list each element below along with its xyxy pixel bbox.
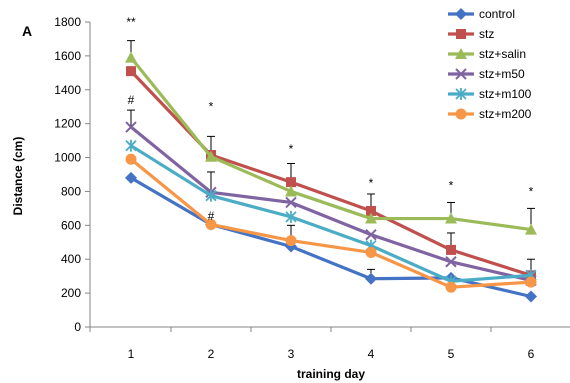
- legend-entry: stz+m100: [448, 87, 532, 101]
- significance-mark: *: [529, 184, 534, 198]
- axes: 0 200 400 600 800 1000 1200 1400 1600 1800 1 2 3 4 5 6: [54, 15, 570, 361]
- legend-label: control: [479, 7, 515, 21]
- legend-label: stz: [479, 27, 494, 41]
- data-point: [525, 290, 537, 303]
- data-point: [365, 272, 377, 285]
- y-tick-label: 600: [61, 218, 81, 232]
- data-point: [445, 256, 457, 268]
- legend-marker: [456, 29, 466, 39]
- series-stz-m100: [125, 139, 537, 288]
- legend-label: stz+m200: [479, 107, 532, 121]
- legend-label: stz+salin: [479, 47, 526, 61]
- data-point: [285, 210, 297, 223]
- x-tick-label: 3: [288, 347, 295, 361]
- significance-mark: #: [208, 209, 215, 223]
- significance-mark: #: [128, 93, 135, 107]
- x-tick-label: 1: [128, 347, 135, 361]
- series-line: [130, 144, 532, 283]
- legend-entry: stz+m200: [448, 107, 532, 121]
- y-tick-label: 400: [61, 252, 81, 266]
- data-point: [285, 196, 297, 209]
- data-point: [205, 218, 217, 230]
- data-point: [205, 150, 217, 162]
- legend-marker: [455, 68, 467, 80]
- legend-entry: stz: [448, 27, 494, 41]
- legend-entry: stz+salin: [448, 47, 526, 61]
- data-point: [445, 281, 457, 293]
- legend-label: stz+m50: [479, 67, 525, 81]
- significance-mark: *: [209, 100, 214, 114]
- data-point: [525, 276, 537, 288]
- data-point: [125, 51, 137, 63]
- data-point: [286, 177, 296, 188]
- y-tick-label: 1000: [54, 151, 81, 165]
- series-stz-m200: [125, 153, 537, 293]
- data-point: [365, 212, 377, 224]
- data-point: [366, 205, 376, 216]
- significance-annotations: **# *#** * *: [126, 15, 533, 223]
- legend-marker: [455, 88, 467, 100]
- significance-mark: *: [369, 176, 374, 190]
- significance-mark: **: [126, 15, 136, 29]
- data-point: [205, 189, 217, 202]
- legend-marker: [455, 8, 467, 20]
- series-line: [129, 158, 532, 289]
- x-axis-title: training day: [297, 367, 365, 381]
- data-point: [525, 223, 537, 235]
- data-point: [446, 244, 456, 255]
- legend-entry: control: [448, 7, 515, 21]
- series-stz-salin: [125, 40, 537, 235]
- data-point: [285, 185, 297, 197]
- series-line: [129, 70, 532, 277]
- data-point: [125, 121, 137, 133]
- legend-marker: [455, 108, 467, 120]
- data-point: [126, 66, 136, 77]
- x-tick-label: 6: [528, 347, 535, 361]
- legend-marker: [455, 48, 467, 59]
- panel-label: A: [22, 23, 32, 39]
- data-point: [285, 235, 297, 247]
- y-tick-label: 200: [61, 286, 81, 300]
- y-tick-label: 1800: [54, 15, 81, 29]
- significance-mark: *: [289, 142, 294, 156]
- x-tick-label: 4: [368, 347, 375, 361]
- data-point: [125, 171, 137, 184]
- series-control: [125, 171, 537, 303]
- x-tick-label: 5: [448, 347, 455, 361]
- y-axis-title: Distance (cm): [11, 137, 25, 216]
- data-point: [125, 139, 137, 152]
- data-point: [365, 228, 377, 241]
- y-tick-label: 0: [74, 320, 81, 334]
- significance-mark: *: [449, 179, 454, 193]
- series-line: [129, 56, 532, 232]
- y-tick-label: 1400: [54, 83, 81, 97]
- series-layer: [125, 40, 537, 303]
- legend-label: stz+m100: [479, 87, 532, 101]
- series-line: [129, 125, 532, 282]
- data-point: [365, 246, 377, 258]
- y-tick-label: 1200: [54, 117, 81, 131]
- y-tick-label: 1600: [54, 49, 81, 63]
- y-tick-label: 800: [61, 184, 81, 198]
- data-point: [125, 153, 137, 165]
- data-point: [445, 212, 457, 224]
- legend-entry: stz+m50: [448, 67, 525, 81]
- legend: control stz stz+salin stz+m50 stz+m100 stz+m2…: [448, 7, 532, 121]
- x-tick-label: 2: [208, 347, 215, 361]
